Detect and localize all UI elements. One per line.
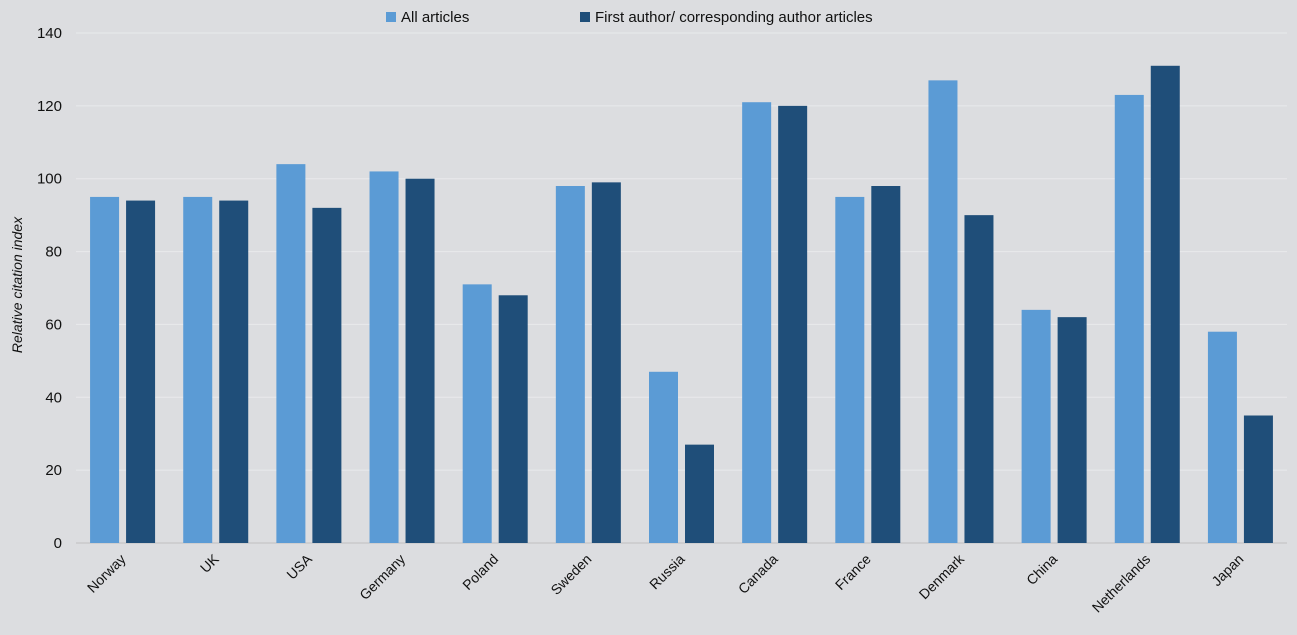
x-tick-label: USA (283, 550, 315, 582)
bar-first-author-norway (126, 200, 156, 544)
y-axis-label: Relative citation index (9, 216, 25, 353)
bar-first-author-uk (219, 200, 249, 544)
bar-all-articles-japan (1207, 331, 1237, 543)
y-tick-label: 80 (45, 244, 62, 261)
x-tick-label: Canada (735, 551, 781, 597)
bar-all-articles-usa (276, 164, 306, 543)
x-tick-label: France (832, 551, 874, 593)
x-tick-label: Poland (459, 551, 501, 593)
bars (90, 65, 1273, 544)
bar-first-author-russia (685, 444, 714, 543)
y-axis-ticks: 0 20 40 60 80 100 120 140 (37, 25, 62, 552)
legend-label: All articles (401, 9, 469, 26)
x-tick-label: Norway (84, 551, 129, 596)
bar-first-author-germany (405, 178, 435, 543)
x-tick-label: Germany (356, 551, 408, 603)
bar-all-articles-norway (90, 196, 120, 543)
bar-all-articles-france (835, 196, 865, 543)
bar-all-articles-russia (649, 371, 678, 543)
bar-first-author-netherlands (1150, 65, 1180, 544)
bar-all-articles-germany (369, 171, 399, 543)
x-axis-ticks: Norway UK USA Germany Poland Sweden Russia Cana… (84, 550, 1247, 615)
bar-first-author-sweden (591, 182, 621, 543)
y-tick-label: 40 (45, 389, 62, 406)
y-tick-label: 140 (37, 25, 62, 42)
bar-first-author-japan (1243, 415, 1273, 543)
x-tick-label: Sweden (547, 551, 594, 598)
bar-first-author-denmark (964, 215, 994, 543)
y-tick-label: 100 (37, 171, 62, 188)
bar-all-articles-canada (742, 102, 772, 543)
bar-all-articles-sweden (555, 186, 585, 543)
x-tick-label: Japan (1208, 551, 1246, 589)
bar-all-articles-china (1021, 309, 1051, 543)
y-tick-label: 60 (45, 316, 62, 333)
legend: All articles First author/ corresponding … (386, 9, 873, 26)
y-tick-label: 0 (54, 535, 62, 552)
bar-all-articles-uk (183, 196, 213, 543)
bar-first-author-usa (312, 207, 342, 543)
legend-label: First author/ corresponding author artic… (595, 9, 873, 26)
bar-all-articles-poland (462, 284, 492, 543)
x-tick-label: Denmark (916, 550, 968, 602)
bar-first-author-canada (778, 105, 808, 543)
x-tick-label: Russia (646, 551, 688, 593)
bar-all-articles-denmark (928, 80, 958, 543)
bar-all-articles-netherlands (1114, 94, 1144, 543)
x-tick-label: China (1023, 551, 1060, 588)
bar-first-author-china (1057, 317, 1087, 543)
bar-first-author-poland (498, 295, 528, 543)
gridlines (76, 32, 1287, 544)
y-tick-label: 20 (45, 462, 62, 479)
x-tick-label: Netherlands (1089, 551, 1154, 616)
legend-swatch (580, 12, 590, 22)
y-tick-label: 120 (37, 98, 62, 115)
x-tick-label: UK (197, 550, 223, 576)
legend-swatch (386, 12, 396, 22)
bar-first-author-france (871, 186, 901, 543)
